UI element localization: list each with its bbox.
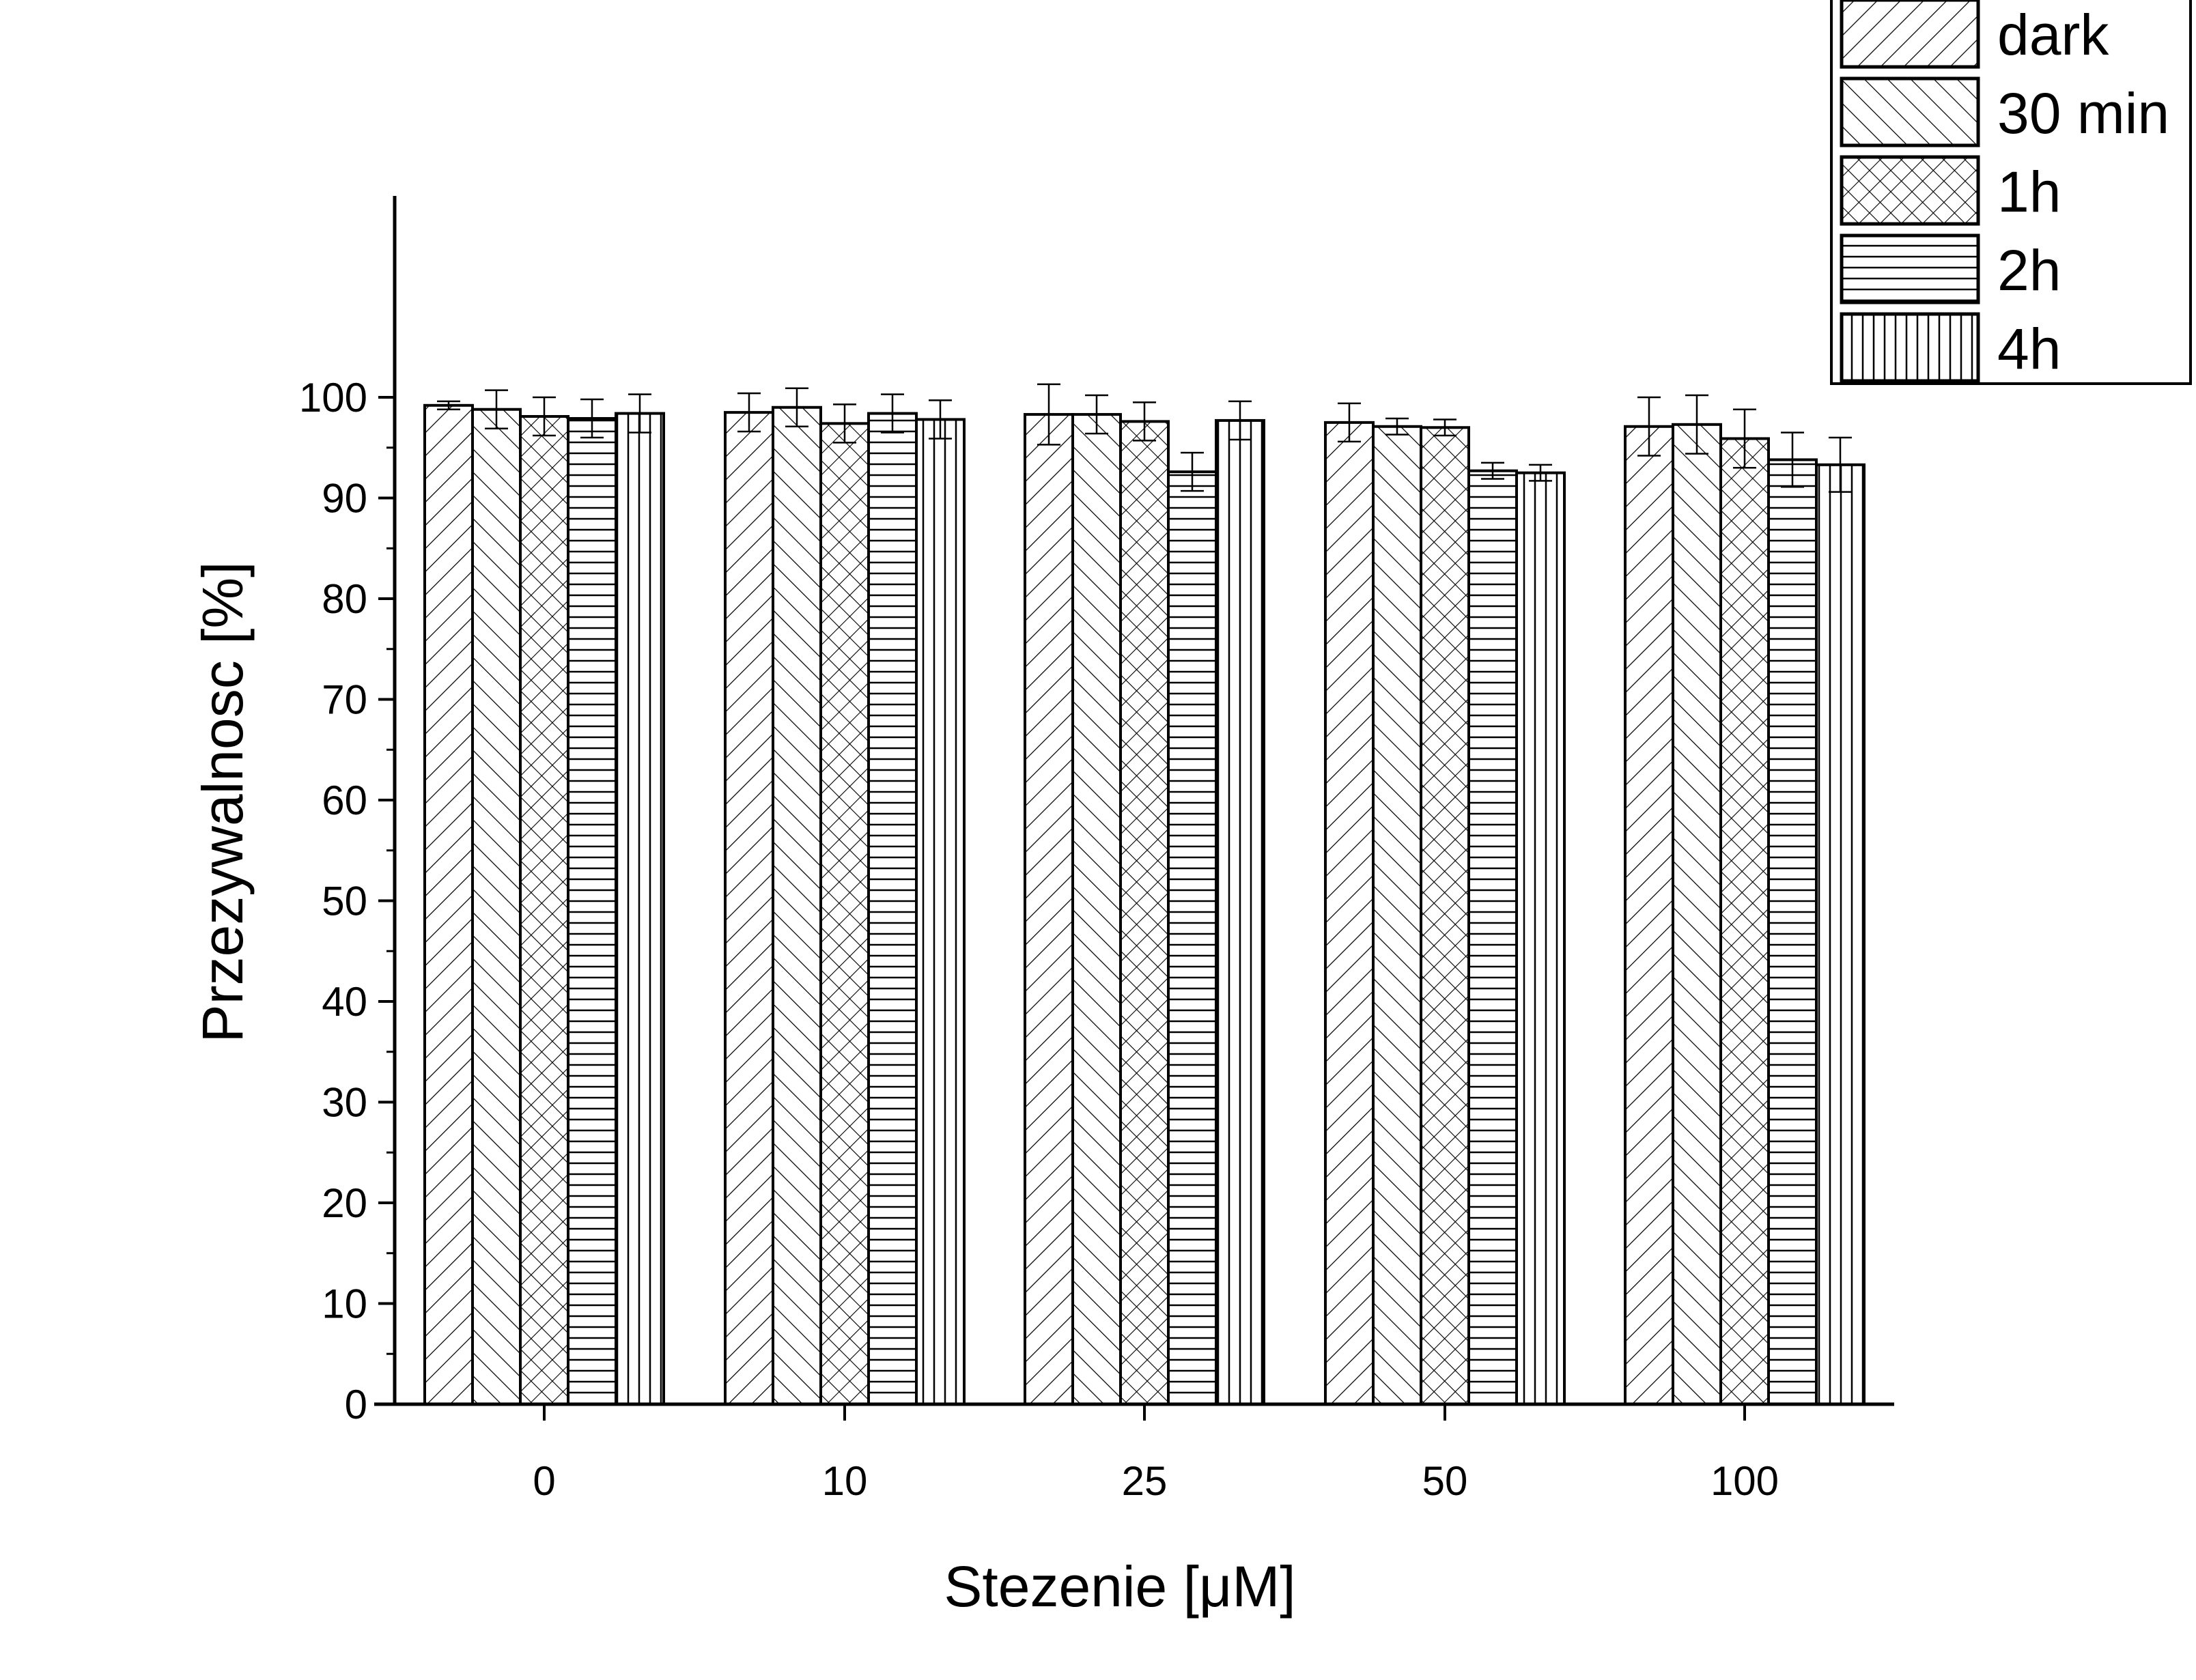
error-bar <box>1829 436 1852 493</box>
error-bar <box>1385 417 1409 436</box>
bar-vertical-10 <box>915 418 966 1406</box>
error-bar <box>1529 464 1552 482</box>
bar-diag-up-0 <box>423 403 474 1406</box>
legend-swatch-horizontal <box>1840 233 1980 304</box>
x-tick-label: 50 <box>1422 1458 1468 1504</box>
legend: dark 30 min 1h 2h 4h <box>1830 0 2192 385</box>
x-tick-label: 10 <box>822 1458 868 1504</box>
y-tick-label: 30 <box>322 1080 367 1126</box>
bar-crosshatch-25 <box>1119 420 1170 1406</box>
legend-label: 30 min <box>1997 81 2169 145</box>
bar-diag-up-25 <box>1024 413 1074 1406</box>
legend-swatch-vertical <box>1840 312 1980 383</box>
error-bar <box>881 393 904 433</box>
x-tick-label: 0 <box>533 1458 555 1504</box>
bar-crosshatch-10 <box>819 422 870 1406</box>
error-bar <box>437 400 460 410</box>
bar-diag-down-10 <box>772 405 822 1406</box>
error-bar <box>485 389 508 429</box>
y-axis-title: Przezywalnosc [%] <box>191 562 255 1043</box>
bar-diag-down-100 <box>1672 423 1722 1406</box>
y-tick-label: 70 <box>322 677 367 723</box>
error-bar <box>1338 402 1361 443</box>
legend-label: 1h <box>1997 160 2061 224</box>
error-bar <box>1481 461 1504 480</box>
bar-horizontal-10 <box>867 412 918 1406</box>
error-bar <box>833 403 856 444</box>
error-bar <box>533 396 556 437</box>
bar-vertical-25 <box>1215 418 1265 1406</box>
legend-swatch-diag-up <box>1840 0 1980 69</box>
error-bar <box>1228 400 1252 441</box>
plot-area: 0 10 20 30 40 50 60 70 80 90 100 0 10 25 50 100 Stezenie… <box>191 196 1894 1619</box>
bar-vertical-0 <box>615 412 665 1406</box>
legend-swatch-diag-down <box>1840 76 1980 147</box>
error-bar <box>628 393 651 433</box>
y-tick-label: 0 <box>345 1382 367 1427</box>
bar-vertical-50 <box>1515 471 1566 1406</box>
legend-label: dark <box>1997 3 2109 67</box>
error-bar <box>737 392 761 433</box>
y-tick-label: 40 <box>322 979 367 1025</box>
legend-swatch-crosshatch <box>1840 155 1980 226</box>
y-tick-label: 90 <box>322 476 367 522</box>
error-bar <box>929 399 952 440</box>
error-bar <box>1781 431 1804 488</box>
error-bar <box>1433 418 1456 437</box>
y-tick-label: 10 <box>322 1281 367 1327</box>
error-bar <box>785 387 808 428</box>
bar-diag-up-100 <box>1624 425 1674 1406</box>
bar-diag-up-50 <box>1324 421 1375 1406</box>
bar-horizontal-50 <box>1467 469 1518 1406</box>
error-bar <box>1037 383 1060 446</box>
bar-crosshatch-100 <box>1719 437 1770 1406</box>
error-bar <box>1733 408 1756 469</box>
x-axis-title: Stezenie [μM] <box>944 1554 1295 1619</box>
bar-horizontal-25 <box>1167 470 1217 1406</box>
legend-label: 2h <box>1997 238 2061 302</box>
bar-diag-down-50 <box>1372 425 1422 1406</box>
y-tick-label: 50 <box>322 879 367 924</box>
bar-diag-down-0 <box>471 408 522 1406</box>
bar-horizontal-100 <box>1767 458 1818 1406</box>
bar-crosshatch-0 <box>519 415 569 1406</box>
bar-diag-down-25 <box>1071 413 1122 1406</box>
bar-vertical-100 <box>1815 463 1866 1406</box>
error-bar <box>1637 396 1661 457</box>
x-tick-label: 25 <box>1122 1458 1168 1504</box>
y-tick-label: 20 <box>322 1180 367 1226</box>
bar-horizontal-0 <box>567 416 617 1406</box>
error-bar <box>1133 401 1156 442</box>
error-bar <box>580 398 604 439</box>
y-tick-label: 60 <box>322 778 367 823</box>
bar-diag-up-10 <box>724 411 774 1406</box>
error-bar <box>1181 451 1204 492</box>
error-bar <box>1685 394 1708 455</box>
legend-label: 4h <box>1997 317 2061 381</box>
y-tick-label: 100 <box>299 375 367 421</box>
x-tick-label: 100 <box>1711 1458 1779 1504</box>
bar-crosshatch-50 <box>1420 426 1470 1406</box>
error-bar <box>1085 394 1108 435</box>
legend-frame <box>1830 0 2192 385</box>
y-tick-label: 80 <box>322 576 367 622</box>
